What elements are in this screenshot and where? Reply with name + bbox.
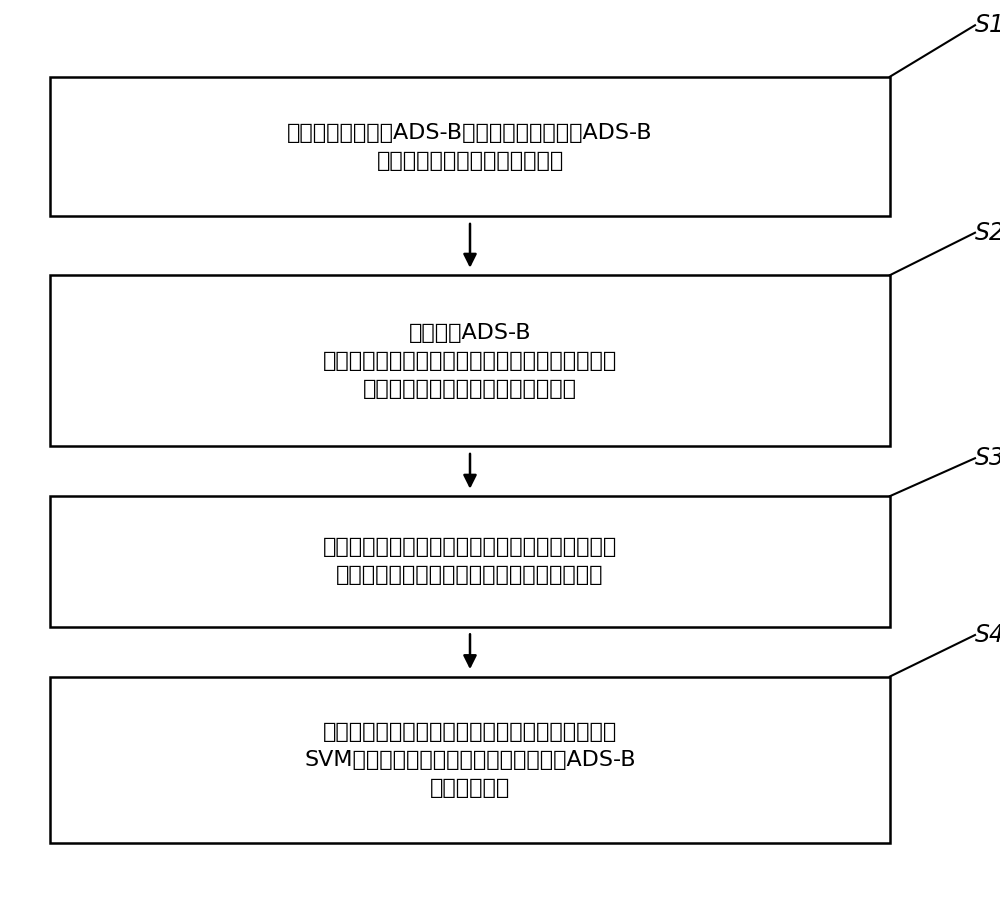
Text: S1: S1 <box>975 14 1000 37</box>
Text: S2: S2 <box>975 221 1000 244</box>
Text: 分别提取ADS-B
脉冲信号样本集信号段和噪声段多特征分量，将各
特征分量标准化后进行串联特征融合: 分别提取ADS-B 脉冲信号样本集信号段和噪声段多特征分量，将各 特征分量标准化… <box>323 323 617 399</box>
Bar <box>50 496 890 627</box>
Text: S4: S4 <box>975 623 1000 647</box>
Text: 根据串联融合特征向量，利用离线训练生成的堆栈
自编码器神经网络提取信号低维高层语义特征: 根据串联融合特征向量，利用离线训练生成的堆栈 自编码器神经网络提取信号低维高层语… <box>323 538 617 585</box>
Text: 利用信号低维高层语义特征，基于离线训练生成的
SVM二分类器对目标信号进行判决，实现ADS-B
微弱信号检测: 利用信号低维高层语义特征，基于离线训练生成的 SVM二分类器对目标信号进行判决，… <box>304 722 636 798</box>
Bar <box>50 676 890 843</box>
Text: S3: S3 <box>975 446 1000 470</box>
Bar <box>50 275 890 446</box>
Text: 获取周期性广播的ADS-B脉冲信号样本集，将ADS-B
脉冲信号划分为信号段和噪声段: 获取周期性广播的ADS-B脉冲信号样本集，将ADS-B 脉冲信号划分为信号段和噪… <box>287 123 653 170</box>
Bar <box>50 77 890 216</box>
